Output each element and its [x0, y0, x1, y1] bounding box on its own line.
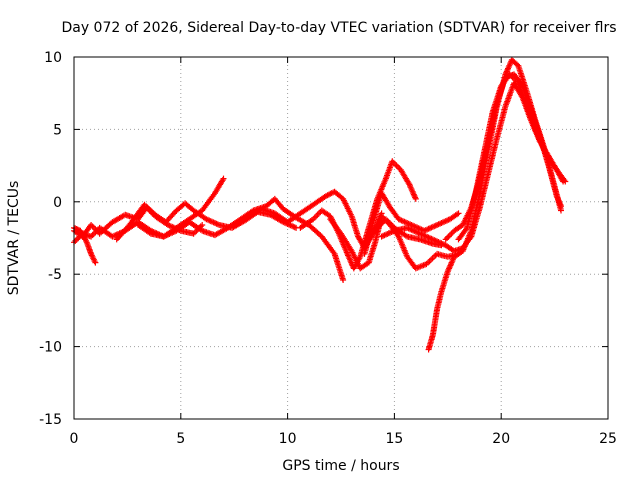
x-tick-label: 25: [599, 431, 617, 447]
data-points-layer: [71, 56, 569, 353]
x-tick-label: 5: [176, 431, 185, 447]
series-track-07: [297, 158, 419, 272]
series-track-14: [455, 71, 569, 243]
data-point-markers: [374, 216, 445, 249]
y-tick-label: 10: [44, 50, 62, 66]
data-point-markers: [455, 71, 569, 243]
series-track-10: [374, 216, 445, 249]
data-point-markers: [135, 195, 347, 283]
x-tick-labels: 0 5 10 15 20 25: [70, 431, 617, 447]
y-tick-labels: -15 -10 -5 0 5 10: [39, 50, 62, 428]
y-tick-label: -15: [39, 412, 62, 428]
data-point-markers: [361, 190, 462, 257]
series-track-09: [361, 190, 462, 257]
x-tick-label: 15: [385, 431, 403, 447]
y-tick-label: -5: [48, 267, 62, 283]
chart-title: Day 072 of 2026, Sidereal Day-to-day VTE…: [61, 20, 616, 36]
series-track-05: [135, 195, 347, 283]
y-tick-label: 0: [53, 195, 62, 211]
x-tick-label: 20: [492, 431, 510, 447]
axis-ticks: [73, 56, 609, 420]
y-axis-label: SDTVAR / TECUs: [6, 181, 22, 296]
x-axis-label: GPS time / hours: [282, 458, 399, 474]
x-tick-label: 10: [279, 431, 297, 447]
plot-frame: [73, 56, 609, 420]
x-tick-label: 0: [70, 431, 79, 447]
y-tick-label: -10: [39, 340, 62, 356]
data-point-markers: [297, 158, 419, 272]
y-tick-label: 5: [53, 122, 62, 138]
